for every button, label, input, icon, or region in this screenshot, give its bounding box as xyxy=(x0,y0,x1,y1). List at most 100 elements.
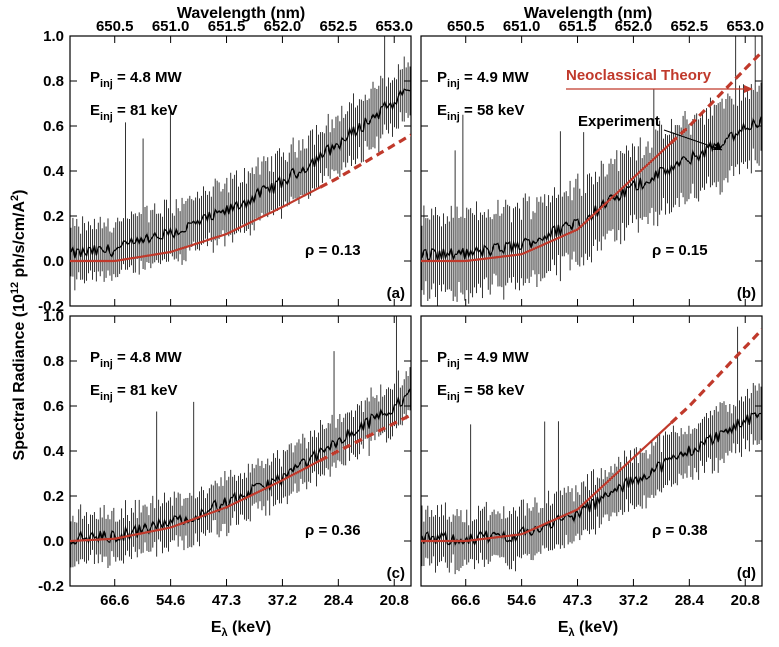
panel-letter: (b) xyxy=(737,285,756,302)
rho-label: ρ = 0.36 xyxy=(305,522,361,539)
bottom-tick-label: 54.6 xyxy=(156,592,185,609)
y-tick-label: 1.0 xyxy=(43,308,64,325)
theory-line-extrapolated xyxy=(319,413,411,463)
top-tick-label: 652.5 xyxy=(671,18,709,35)
y-tick-label: -0.2 xyxy=(38,578,64,595)
theory-series xyxy=(421,50,762,263)
y-tick-label: 0.2 xyxy=(43,208,64,225)
bottom-tick-label: 28.4 xyxy=(675,592,705,609)
top-axis-title-right: Wavelength (nm) xyxy=(524,5,652,22)
y-tick-label: 0.8 xyxy=(43,353,64,370)
top-tick-label: 651.0 xyxy=(503,18,541,35)
theory-line xyxy=(421,142,672,263)
top-tick-label: 651.5 xyxy=(559,18,597,35)
theory-line xyxy=(421,422,672,543)
theory-line-extrapolated xyxy=(670,328,762,425)
y-tick-label: 0.6 xyxy=(43,118,64,135)
rho-label: ρ = 0.13 xyxy=(305,242,361,259)
panel-letter: (a) xyxy=(387,285,405,302)
panel-b: 650.5 651.0 651.5 652.0 652.5 653.0 Pinj = 4.9… xyxy=(420,18,764,307)
bottom-tick-label: 47.3 xyxy=(212,592,241,609)
panel-c: -0.2 0.0 0.2 0.4 0.6 0.8 1.0 66.6 54.6 47.3 37.2 28… xyxy=(38,308,412,609)
experiment-series xyxy=(421,326,762,575)
pinj-label: Pinj = 4.8 MW xyxy=(90,349,182,370)
einj-label: Einj = 81 keV xyxy=(90,102,178,123)
legend-theory-label: Neoclassical Theory xyxy=(566,67,712,84)
pinj-label: Pinj = 4.9 MW xyxy=(437,349,529,370)
theory-line-extrapolated xyxy=(319,133,411,189)
y-axis-title: Spectral Radiance (1012 ph/s/cm/A2) xyxy=(9,190,28,461)
bottom-tick-label: 28.4 xyxy=(324,592,354,609)
panels-layer: -0.2 0.0 0.2 0.4 0.6 0.8 1.0 650.5 651.0 651.5 652… xyxy=(38,18,764,609)
top-tick-label: 651.0 xyxy=(152,18,190,35)
bottom-tick-label: 54.6 xyxy=(507,592,536,609)
panel-a: -0.2 0.0 0.2 0.4 0.6 0.8 1.0 650.5 651.0 651.5 652… xyxy=(38,18,413,315)
theory-series xyxy=(421,328,762,543)
bottom-axis-title-right-unit: (keV) xyxy=(575,619,619,636)
y-tick-label: 0.8 xyxy=(43,73,64,90)
panel-letter: (d) xyxy=(737,565,756,582)
top-tick-label: 650.5 xyxy=(447,18,485,35)
rho-label: ρ = 0.38 xyxy=(652,522,708,539)
einj-label: Einj = 58 keV xyxy=(437,102,525,123)
top-axis-title-left: Wavelength (nm) xyxy=(177,5,305,22)
einj-label: Einj = 58 keV xyxy=(437,382,525,403)
pinj-label: Pinj = 4.8 MW xyxy=(90,69,182,90)
experiment-line xyxy=(421,116,762,262)
y-tick-label: -0.2 xyxy=(38,298,64,315)
y-tick-label: 0.0 xyxy=(43,533,64,550)
bottom-tick-label: 47.3 xyxy=(563,592,592,609)
bottom-tick-label: 66.6 xyxy=(100,592,129,609)
y-tick-label: 0.6 xyxy=(43,398,64,415)
bottom-tick-label: 20.8 xyxy=(380,592,409,609)
legend-experiment-label: Experiment xyxy=(578,113,660,130)
theory-series xyxy=(70,133,411,263)
y-tick-label: 1.0 xyxy=(43,28,64,45)
panel-d: 66.6 54.6 47.3 37.2 28.4 20.8 Pinj = 4.9 MW Ein… xyxy=(420,315,763,609)
einj-label: Einj = 81 keV xyxy=(90,382,178,403)
y-tick-label: 0.0 xyxy=(43,253,64,270)
y-axis-title-end: ) xyxy=(11,190,28,195)
legend-theory-arrowhead xyxy=(744,85,753,93)
experiment-line xyxy=(70,388,411,546)
theory-line-extrapolated xyxy=(670,50,762,145)
top-tick-label: 651.5 xyxy=(208,18,246,35)
bottom-axis-title-left-main: E xyxy=(211,619,222,636)
bottom-tick-label: 37.2 xyxy=(268,592,297,609)
pinj-label: Pinj = 4.9 MW xyxy=(437,69,529,90)
panel-letter: (c) xyxy=(387,565,405,582)
bottom-axis-title-right-main: E xyxy=(558,619,569,636)
top-tick-label: 653.0 xyxy=(375,18,413,35)
experiment-line xyxy=(70,88,411,259)
top-tick-label: 652.0 xyxy=(264,18,302,35)
y-tick-label: 0.4 xyxy=(43,443,65,460)
bottom-axis-title-right-sub: λ xyxy=(568,627,574,639)
experiment-series xyxy=(421,36,762,306)
top-tick-label: 652.5 xyxy=(320,18,358,35)
y-axis-title-rest: ph/s/cm/A xyxy=(11,201,28,282)
bottom-tick-label: 66.6 xyxy=(451,592,480,609)
top-tick-label: 650.5 xyxy=(96,18,134,35)
top-tick-label: 653.0 xyxy=(726,18,764,35)
bottom-axis-title-right: Eλ (keV) xyxy=(558,619,618,639)
bottom-axis-title-left-unit: (keV) xyxy=(228,619,272,636)
y-axis-title-main: Spectral Radiance (10 xyxy=(11,294,28,460)
y-tick-label: 0.2 xyxy=(43,488,64,505)
experiment-line xyxy=(421,412,762,548)
y-axis-title-sup: 12 xyxy=(9,282,21,294)
bottom-tick-label: 20.8 xyxy=(731,592,760,609)
experiment-series xyxy=(70,36,411,291)
y-tick-label: 0.4 xyxy=(43,163,65,180)
theory-series xyxy=(70,413,411,543)
bottom-axis-title-left: Eλ (keV) xyxy=(211,619,271,639)
y-axis-title-sup2: 2 xyxy=(9,195,21,201)
rho-label: ρ = 0.15 xyxy=(652,242,708,259)
legend-experiment-arrow xyxy=(663,129,723,151)
legend-experiment-arrowhead xyxy=(713,144,722,150)
top-tick-label: 652.0 xyxy=(615,18,653,35)
theory-line xyxy=(70,459,321,543)
bottom-axis-title-left-sub: λ xyxy=(221,627,227,639)
theory-line xyxy=(70,186,321,263)
bottom-tick-label: 37.2 xyxy=(619,592,648,609)
